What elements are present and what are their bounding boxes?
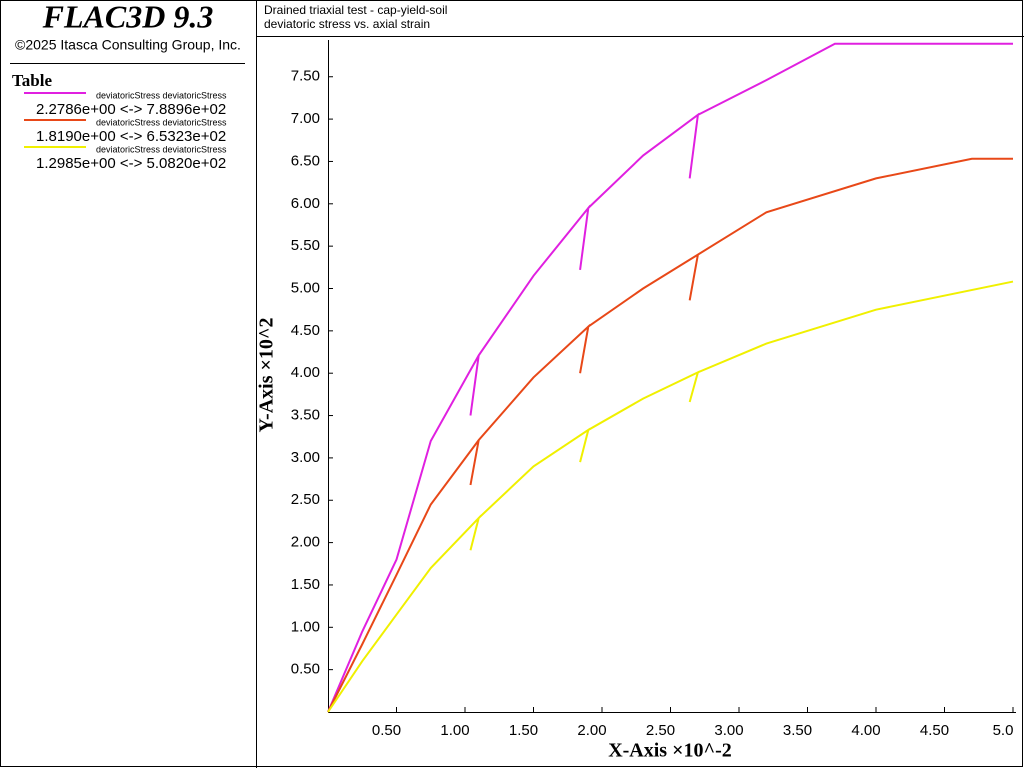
chart-title: Drained triaxial test - cap-yield-soil xyxy=(264,3,447,17)
x-tick-label: 3.00 xyxy=(714,722,743,739)
legend-range: 1.8190e+00 <-> 6.5323e+02 xyxy=(36,128,226,145)
app-title: FLAC3D 9.3 xyxy=(42,0,214,34)
x-tick-label: 2.00 xyxy=(577,722,606,739)
legend-label: deviatoricStress deviatoricStress xyxy=(96,90,227,100)
legend-title: Table xyxy=(12,71,52,90)
y-tick-label: 4.00 xyxy=(291,364,320,381)
x-tick-label: 2.50 xyxy=(646,722,675,739)
y-tick-label: 5.50 xyxy=(291,237,320,254)
y-tick-label: 2.50 xyxy=(291,491,320,508)
y-tick-label: 2.00 xyxy=(291,534,320,551)
y-tick-label: 0.50 xyxy=(291,661,320,678)
y-tick-label: 5.00 xyxy=(291,279,320,296)
x-tick-label: 3.50 xyxy=(783,722,812,739)
x-axis-label: X-Axis ×10^-2 xyxy=(608,740,732,762)
x-tick-label: 4.00 xyxy=(851,722,880,739)
x-tick-label: 0.50 xyxy=(372,722,401,739)
y-tick-label: 6.00 xyxy=(291,195,320,212)
legend-range: 1.2985e+00 <-> 5.0820e+02 xyxy=(36,155,226,172)
x-tick-label: 1.50 xyxy=(509,722,538,739)
y-tick-label: 7.50 xyxy=(291,68,320,85)
y-tick-label: 1.50 xyxy=(291,576,320,593)
data-line xyxy=(327,280,1014,713)
y-tick-label: 3.00 xyxy=(291,449,320,466)
legend-label: deviatoricStress deviatoricStress xyxy=(96,117,227,127)
y-tick-label: 4.50 xyxy=(291,322,320,339)
y-tick-label: 6.50 xyxy=(291,152,320,169)
x-tick-label: 5.0 xyxy=(993,722,1014,739)
y-tick-label: 7.00 xyxy=(291,110,320,127)
copyright: ©2025 Itasca Consulting Group, Inc. xyxy=(15,37,241,53)
legend-range: 2.2786e+00 <-> 7.8896e+02 xyxy=(36,101,226,118)
x-tick-label: 1.00 xyxy=(440,722,469,739)
y-tick-label: 1.00 xyxy=(291,618,320,635)
data-line xyxy=(327,42,1013,713)
chart-subtitle: deviatoric stress vs. axial strain xyxy=(264,17,430,31)
data-line xyxy=(327,157,1013,713)
y-tick-label: 3.50 xyxy=(291,407,320,424)
y-axis-label: Y-Axis ×10^2 xyxy=(256,317,278,432)
legend-label: deviatoricStress deviatoricStress xyxy=(96,144,227,154)
x-tick-label: 4.50 xyxy=(920,722,949,739)
